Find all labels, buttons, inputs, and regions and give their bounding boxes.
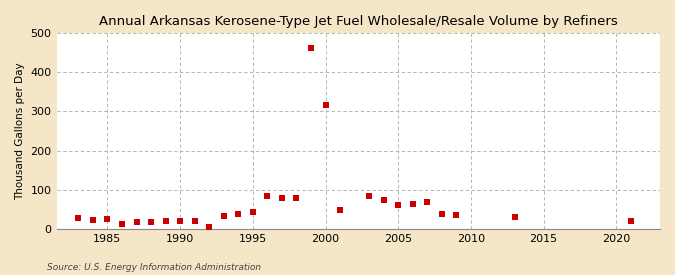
Point [131,220,142,224]
Y-axis label: Thousand Gallons per Day: Thousand Gallons per Day [15,62,25,200]
Point [306,46,317,50]
Point [160,219,171,223]
Point [204,225,215,230]
Point [219,214,230,218]
Point [335,208,346,212]
Title: Annual Arkansas Kerosene-Type Jet Fuel Wholesale/Resale Volume by Refiners: Annual Arkansas Kerosene-Type Jet Fuel W… [99,15,618,28]
Point [626,219,637,223]
Point [408,202,418,206]
Point [437,211,448,216]
Point [320,103,331,107]
Point [364,194,375,198]
Point [189,219,200,223]
Point [451,213,462,217]
Point [262,194,273,199]
Point [378,197,389,202]
Point [233,211,244,216]
Text: Source: U.S. Energy Information Administration: Source: U.S. Energy Information Administ… [47,263,261,272]
Point [102,217,113,221]
Point [248,210,259,214]
Point [175,219,186,223]
Point [117,221,128,226]
Point [509,215,520,219]
Point [393,203,404,207]
Point [422,200,433,204]
Point [88,218,99,222]
Point [73,216,84,220]
Point [146,219,157,224]
Point [277,196,288,200]
Point [291,196,302,200]
